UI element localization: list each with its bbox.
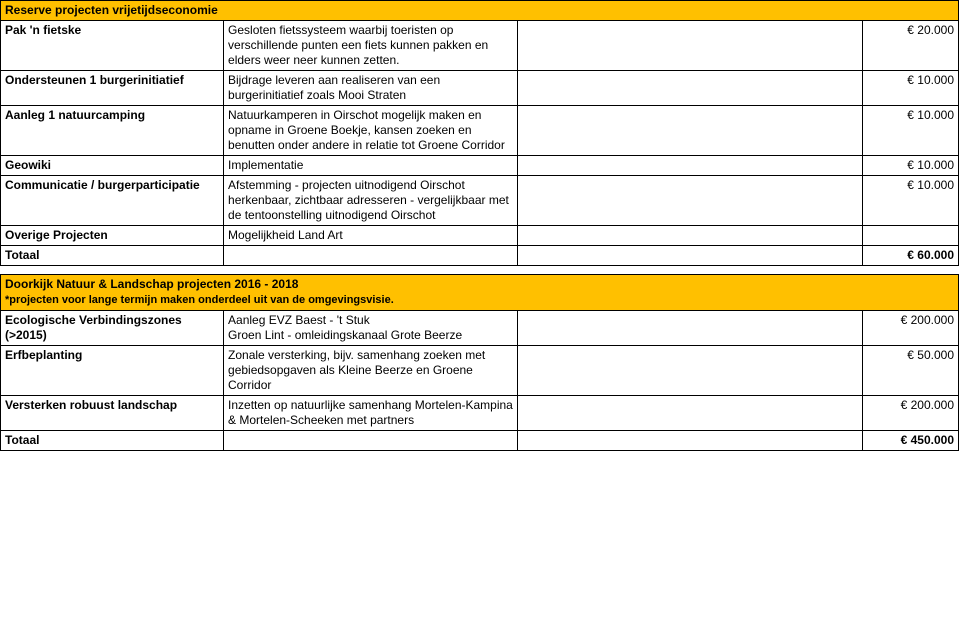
reserve-name: Geowiki xyxy=(1,156,224,176)
reserve-amount: € 10.000 xyxy=(862,71,958,106)
reserve-amount: € 10.000 xyxy=(862,176,958,226)
doorkijk-name: Versterken robuust landschap xyxy=(1,395,224,430)
doorkijk-desc: Aanleg EVZ Baest - 't StukGroen Lint - o… xyxy=(224,310,518,345)
doorkijk-header-cell: Doorkijk Natuur & Landschap projecten 20… xyxy=(1,275,959,311)
reserve-total-amount: € 60.000 xyxy=(862,246,958,266)
doorkijk-amount: € 200.000 xyxy=(862,395,958,430)
reserve-name: Ondersteunen 1 burgerinitiatief xyxy=(1,71,224,106)
reserve-desc: Gesloten fietssysteem waarbij toeristen … xyxy=(224,21,518,71)
reserve-row: GeowikiImplementatie € 10.000 xyxy=(1,156,959,176)
reserve-row: Pak 'n fietskeGesloten fietssysteem waar… xyxy=(1,21,959,71)
reserve-row: Overige ProjectenMogelijkheid Land Art xyxy=(1,226,959,246)
reserve-empty xyxy=(518,71,863,106)
doorkijk-row: Ecologische Verbindingszones (>2015)Aanl… xyxy=(1,310,959,345)
reserve-desc: Bijdrage leveren aan realiseren van een … xyxy=(224,71,518,106)
reserve-name: Pak 'n fietske xyxy=(1,21,224,71)
reserve-row: Aanleg 1 natuurcampingNatuurkamperen in … xyxy=(1,106,959,156)
reserve-row: Ondersteunen 1 burgerinitiatiefBijdrage … xyxy=(1,71,959,106)
reserve-total-empty2 xyxy=(518,246,863,266)
doorkijk-desc: Inzetten op natuurlijke samenhang Mortel… xyxy=(224,395,518,430)
doorkijk-header: Doorkijk Natuur & Landschap projecten 20… xyxy=(5,277,298,291)
doorkijk-empty xyxy=(517,345,862,395)
reserve-empty xyxy=(518,106,863,156)
reserve-empty xyxy=(518,156,863,176)
reserve-amount: € 10.000 xyxy=(862,106,958,156)
reserve-desc: Natuurkamperen in Oirschot mogelijk make… xyxy=(224,106,518,156)
reserve-header: Reserve projecten vrijetijdseconomie xyxy=(1,1,959,21)
doorkijk-subheader: *projecten voor lange termijn maken onde… xyxy=(5,294,394,306)
reserve-name: Communicatie / burgerparticipatie xyxy=(1,176,224,226)
doorkijk-header-row: Doorkijk Natuur & Landschap projecten 20… xyxy=(1,275,959,311)
doorkijk-empty xyxy=(517,395,862,430)
doorkijk-desc: Zonale versterking, bijv. samenhang zoek… xyxy=(224,345,518,395)
doorkijk-amount: € 50.000 xyxy=(862,345,958,395)
reserve-desc: Afstemming - projecten uitnodigend Oirsc… xyxy=(224,176,518,226)
reserve-empty xyxy=(518,176,863,226)
reserve-total-row: Totaal € 60.000 xyxy=(1,246,959,266)
reserve-empty xyxy=(518,21,863,71)
doorkijk-total-row: Totaal € 450.000 xyxy=(1,430,959,450)
reserve-empty xyxy=(518,226,863,246)
reserve-desc: Mogelijkheid Land Art xyxy=(224,226,518,246)
doorkijk-total-amount: € 450.000 xyxy=(862,430,958,450)
reserve-table: Reserve projecten vrijetijdseconomie Pak… xyxy=(0,0,959,266)
doorkijk-row: Versterken robuust landschapInzetten op … xyxy=(1,395,959,430)
reserve-total-empty1 xyxy=(224,246,518,266)
doorkijk-name: Erfbeplanting xyxy=(1,345,224,395)
reserve-row: Communicatie / burgerparticipatieAfstemm… xyxy=(1,176,959,226)
doorkijk-table: Doorkijk Natuur & Landschap projecten 20… xyxy=(0,274,959,451)
doorkijk-total-label: Totaal xyxy=(1,430,224,450)
doorkijk-name: Ecologische Verbindingszones (>2015) xyxy=(1,310,224,345)
doorkijk-amount: € 200.000 xyxy=(862,310,958,345)
reserve-total-label: Totaal xyxy=(1,246,224,266)
doorkijk-total-empty1 xyxy=(224,430,518,450)
reserve-name: Overige Projecten xyxy=(1,226,224,246)
reserve-desc: Implementatie xyxy=(224,156,518,176)
reserve-amount: € 10.000 xyxy=(862,156,958,176)
doorkijk-empty xyxy=(517,310,862,345)
reserve-header-row: Reserve projecten vrijetijdseconomie xyxy=(1,1,959,21)
reserve-amount xyxy=(862,226,958,246)
doorkijk-row: ErfbeplantingZonale versterking, bijv. s… xyxy=(1,345,959,395)
doorkijk-total-empty2 xyxy=(517,430,862,450)
reserve-amount: € 20.000 xyxy=(862,21,958,71)
reserve-name: Aanleg 1 natuurcamping xyxy=(1,106,224,156)
